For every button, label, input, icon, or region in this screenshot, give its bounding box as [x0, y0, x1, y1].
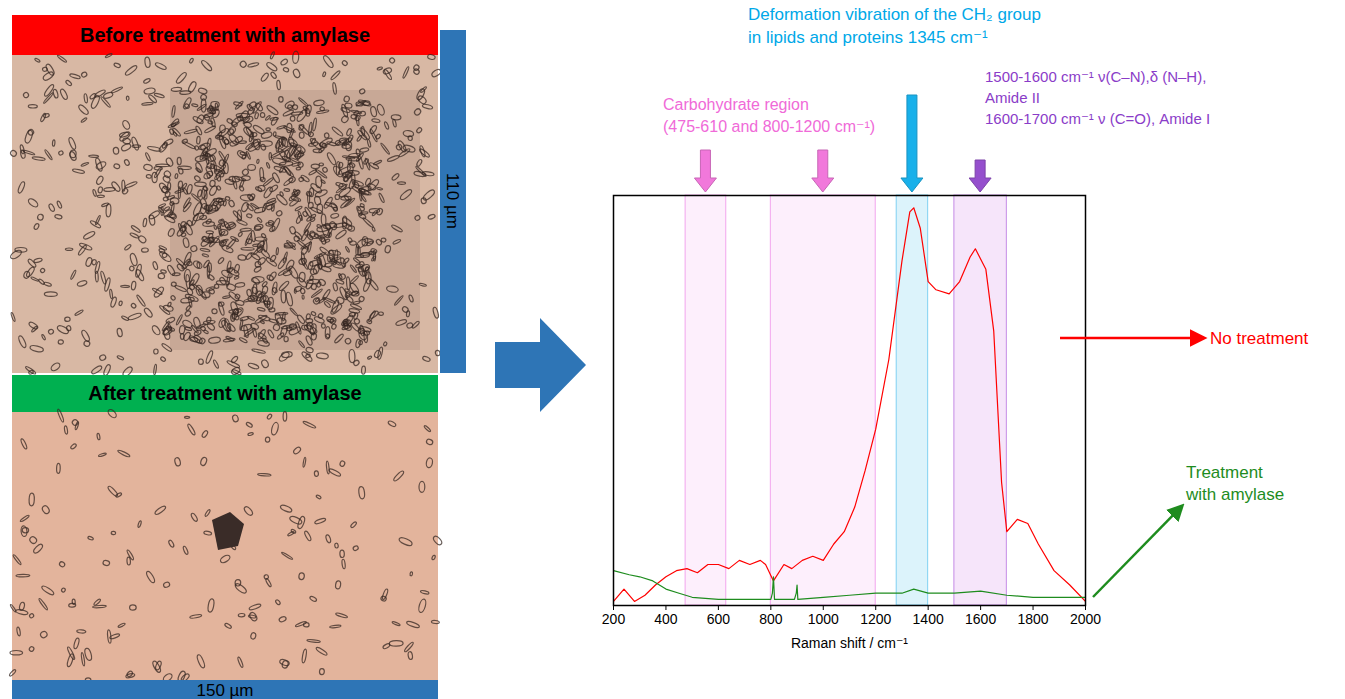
- svg-text:in lipids and proteins 1345 cm: in lipids and proteins 1345 cm⁻¹: [748, 28, 988, 47]
- svg-text:No treatment: No treatment: [1210, 329, 1309, 348]
- svg-text:Deformation vibration of the C: Deformation vibration of the CH₂ group: [748, 5, 1041, 24]
- svg-text:Treatment: Treatment: [1186, 463, 1263, 482]
- svg-text:Carbohydrate region: Carbohydrate region: [663, 96, 809, 113]
- svg-text:After treatment with amylase: After treatment with amylase: [88, 382, 361, 404]
- svg-text:2000: 2000: [1070, 611, 1101, 627]
- svg-text:(475-610 and 800-1200 cm⁻¹): (475-610 and 800-1200 cm⁻¹): [663, 118, 875, 135]
- svg-text:200: 200: [602, 611, 626, 627]
- svg-text:1600: 1600: [965, 611, 996, 627]
- svg-text:with amylase: with amylase: [1185, 485, 1284, 504]
- svg-text:1400: 1400: [913, 611, 944, 627]
- svg-text:1600-1700 cm⁻¹ ν (C=O), Amide: 1600-1700 cm⁻¹ ν (C=O), Amide I: [985, 110, 1210, 127]
- svg-text:Amide II: Amide II: [985, 89, 1040, 106]
- svg-text:1200: 1200: [860, 611, 891, 627]
- svg-text:1500-1600 cm⁻¹ ν(C–N),δ (N–H),: 1500-1600 cm⁻¹ ν(C–N),δ (N–H),: [985, 68, 1206, 85]
- svg-text:400: 400: [654, 611, 678, 627]
- svg-text:Before treatment with amylase: Before treatment with amylase: [80, 24, 370, 46]
- svg-text:1000: 1000: [808, 611, 839, 627]
- svg-text:1800: 1800: [1017, 611, 1048, 627]
- svg-text:110 µm: 110 µm: [443, 173, 462, 229]
- svg-text:600: 600: [707, 611, 731, 627]
- svg-text:150 µm: 150 µm: [196, 681, 253, 699]
- svg-text:800: 800: [759, 611, 783, 627]
- svg-text:Raman shift / cm⁻¹: Raman shift / cm⁻¹: [791, 635, 908, 651]
